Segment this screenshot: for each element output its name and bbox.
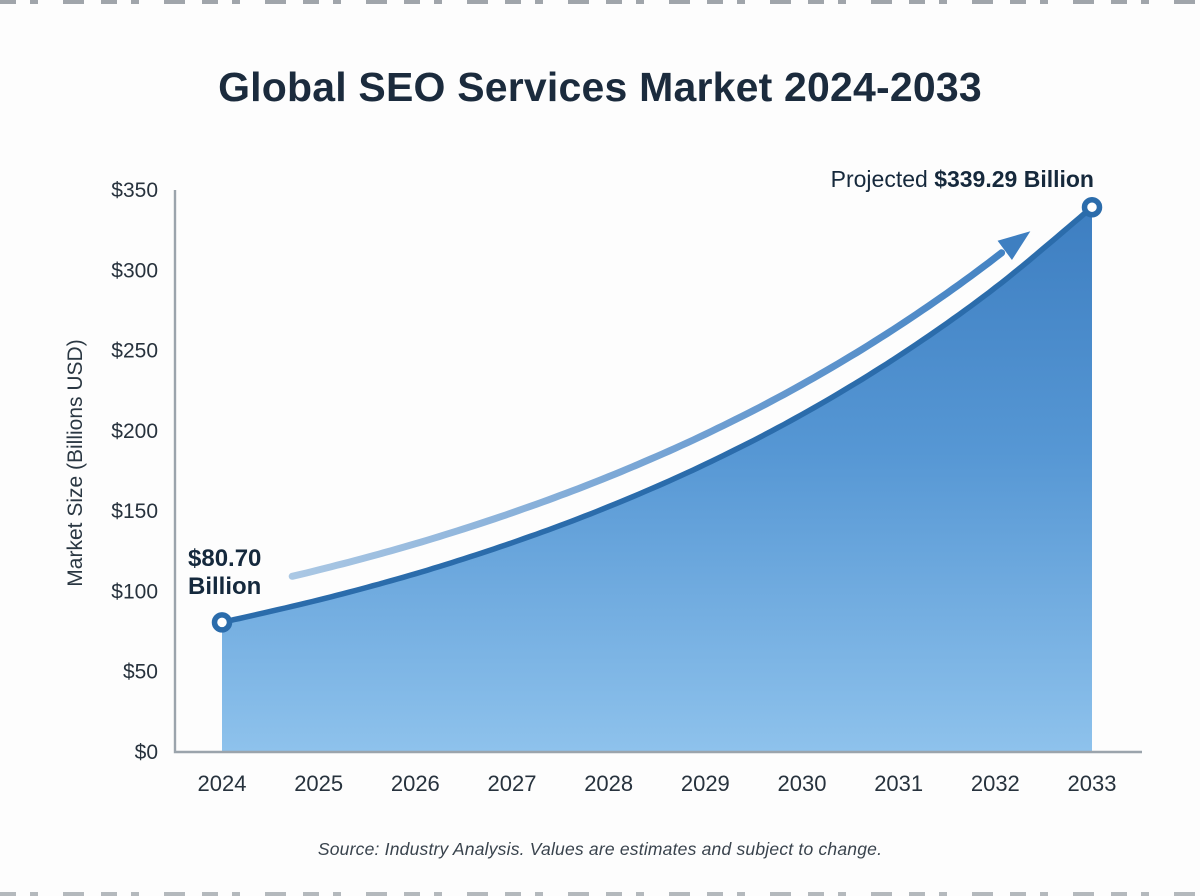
x-tick-label: 2027 (488, 771, 537, 796)
axis-lines (173, 190, 1142, 754)
projected-label-prefix: Projected (830, 166, 935, 192)
y-tick-label: $200 (111, 420, 158, 443)
x-tick-label: 2032 (971, 771, 1020, 796)
x-tick-label: 2025 (294, 771, 343, 796)
source-note: Source: Industry Analysis. Values are es… (317, 839, 883, 859)
start-value-annotation: $80.70 Billion (188, 545, 261, 601)
y-tick-label: $0 (135, 741, 158, 764)
x-tick-label: 2024 (198, 771, 247, 796)
growth-arrow-head (997, 231, 1031, 260)
projected-value-annotation: Projected $339.29 Billion (831, 166, 1094, 193)
marker-2033 (1081, 196, 1103, 218)
x-tick-label: 2026 (391, 771, 440, 796)
x-tick-label: 2031 (874, 771, 923, 796)
y-axis-title: Market Size (Billions USD) (64, 339, 87, 587)
marker-2024 (211, 612, 233, 633)
x-tick-label: 2028 (584, 771, 633, 796)
y-tick-label: $350 (111, 179, 158, 202)
market-area-fill (222, 207, 1092, 751)
x-tick-label: 2029 (681, 771, 730, 796)
projected-label-value: $339.29 Billion (934, 166, 1094, 192)
y-tick-label: $150 (111, 500, 158, 523)
start-value-line1: $80.70 (188, 545, 262, 572)
y-tick-label: $100 (111, 580, 158, 603)
market-trend-line (219, 204, 1095, 626)
y-tick-label: $50 (123, 661, 158, 684)
start-value-line2: Billion (188, 573, 262, 600)
y-tick-label: $300 (111, 259, 158, 282)
y-tick-label: $250 (111, 340, 158, 363)
x-tick-label: 2033 (1068, 771, 1117, 796)
chart-title: Global SEO Services Market 2024-2033 (218, 64, 982, 110)
x-tick-label: 2030 (778, 771, 827, 796)
growth-arrow-shaft (288, 249, 1006, 580)
